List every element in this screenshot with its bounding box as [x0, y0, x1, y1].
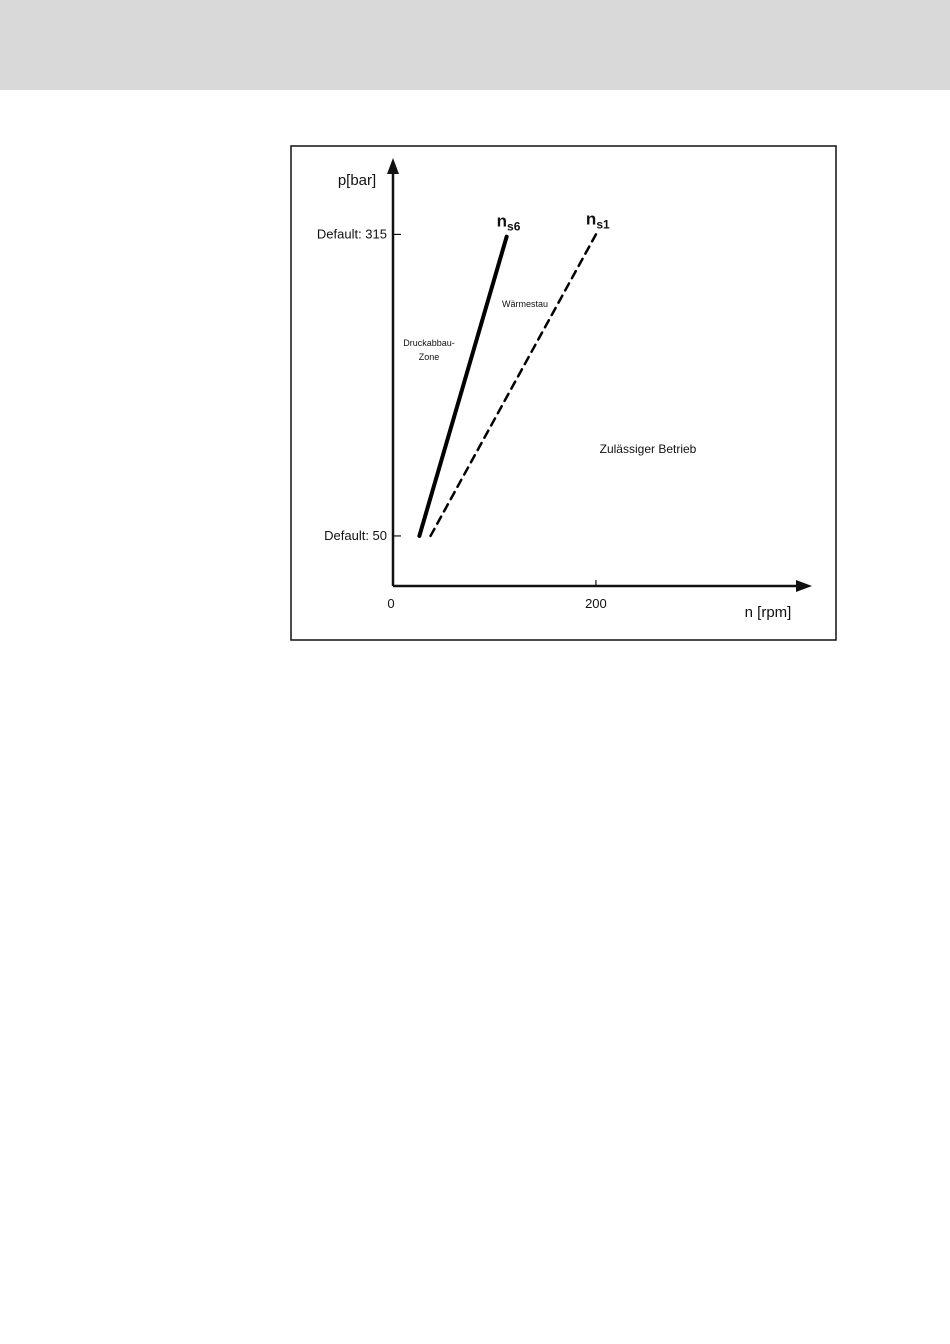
header-band: [0, 0, 950, 90]
x-axis-arrow: [796, 580, 812, 592]
y-tick-label: Default: 315: [317, 226, 387, 241]
series-name: n: [497, 212, 507, 231]
series-label: ns1: [586, 209, 610, 231]
series-line: [429, 233, 598, 538]
annotation: Druckabbau-: [403, 338, 455, 348]
figure-frame: [290, 145, 837, 641]
x-tick-label: 0: [387, 596, 394, 611]
series-label: ns6: [497, 212, 521, 234]
x-tick-label: 200: [585, 596, 607, 611]
y-tick-label: Default: 50: [324, 528, 387, 543]
series-name: n: [586, 209, 596, 228]
x-axis-label: n [rpm]: [745, 604, 792, 621]
series-subscript: s6: [507, 220, 521, 234]
annotation: Zone: [419, 352, 440, 362]
y-axis-label: p[bar]: [338, 172, 376, 189]
series-line: [417, 234, 509, 538]
y-axis-arrow: [387, 158, 399, 174]
annotation: Wärmestau: [502, 299, 548, 309]
series-subscript: s1: [596, 217, 610, 231]
annotation: Zulässiger Betrieb: [600, 442, 697, 456]
